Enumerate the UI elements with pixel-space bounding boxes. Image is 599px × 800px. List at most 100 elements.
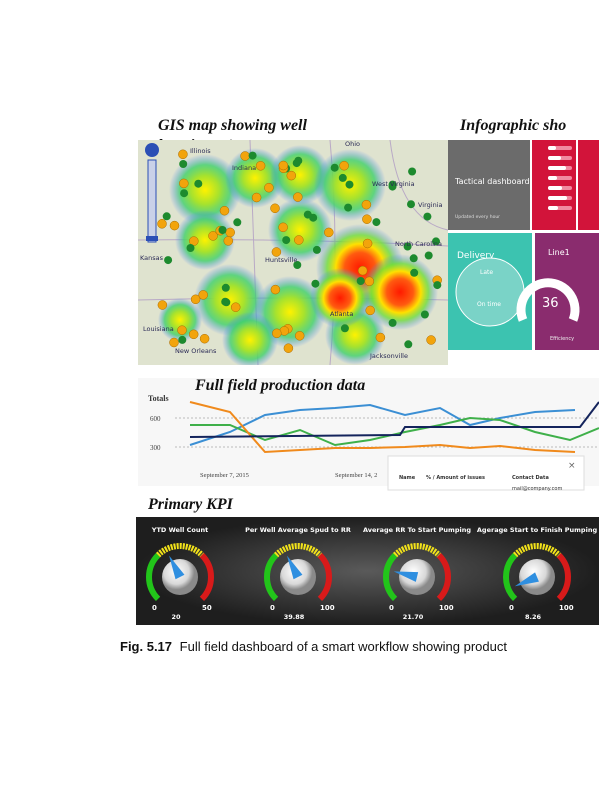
column-header: Contact Data (512, 475, 549, 481)
well-green (356, 277, 365, 285)
well-green (410, 268, 419, 277)
mini-bar (548, 146, 556, 150)
well-green (179, 160, 188, 168)
well-orange (278, 222, 288, 233)
y-tick-label: 300 (150, 444, 161, 452)
mini-bar (548, 176, 557, 180)
well-green (312, 245, 321, 254)
gauge-min: 0 (270, 604, 275, 612)
tile-title: Tactical dashboard (454, 177, 530, 186)
well-green (423, 212, 432, 221)
well-green (248, 151, 257, 160)
well-orange (365, 305, 375, 316)
well-orange (208, 231, 218, 241)
gauge-value: 20 (171, 613, 181, 621)
map-label: Huntsville (265, 256, 297, 264)
map-nav (145, 143, 159, 243)
well-orange (375, 332, 386, 343)
well-orange (324, 227, 334, 238)
map-label: Louisiana (143, 325, 174, 333)
well-green (282, 236, 291, 245)
well-orange (169, 220, 180, 231)
well-green (311, 279, 320, 288)
cell: mail@company.com (512, 486, 562, 492)
gauge-needle (393, 571, 419, 582)
gauge-green (503, 552, 518, 602)
well-orange (278, 160, 289, 171)
infographic: Tactical dashboard Updated every hour De… (448, 140, 599, 350)
gauge-green (383, 552, 398, 602)
gauge-red (199, 552, 214, 602)
well-orange (426, 335, 436, 345)
well-orange (240, 151, 250, 161)
tile-note: Updated every hour (455, 214, 500, 220)
gauge-min: 0 (509, 604, 514, 612)
well-orange (198, 290, 208, 300)
column-header: Name (399, 475, 416, 481)
well-orange (178, 149, 188, 160)
well-orange (189, 236, 199, 246)
well-orange (219, 205, 230, 216)
well-green (433, 281, 442, 290)
well-green (424, 251, 433, 260)
column-header: % / Amount of issues (426, 475, 485, 481)
map-label: Kansas (140, 254, 164, 262)
mini-bar (548, 206, 558, 210)
caption-label: Fig. 5.17 (120, 639, 172, 654)
heat-blob (362, 254, 438, 330)
gauge-max: 100 (439, 604, 454, 612)
x-tick-label: September 14, 2 (335, 472, 377, 479)
well-green (409, 254, 418, 263)
gauge-max: 50 (202, 604, 212, 612)
well-orange (294, 235, 304, 245)
well-green (408, 167, 417, 176)
well-green (340, 324, 349, 333)
well-orange (177, 325, 187, 335)
gauge-min: 0 (152, 604, 157, 612)
well-green (164, 256, 173, 265)
map-label: Virginia (418, 201, 443, 209)
gauge-green (264, 552, 279, 602)
well-green (338, 173, 347, 182)
gauge-max: 100 (320, 604, 335, 612)
well-orange (286, 170, 297, 181)
well-green (221, 297, 230, 306)
gauge-value: 21.70 (403, 613, 424, 621)
popup: × Name % / Amount of issues Contact Data… (387, 455, 585, 492)
well-orange (362, 238, 373, 249)
well-orange (283, 343, 294, 353)
popup-box (387, 455, 585, 491)
well-orange (230, 302, 241, 312)
well-green (330, 163, 339, 172)
well-green (186, 244, 195, 252)
tile (532, 140, 576, 230)
tile-label: Late (480, 269, 493, 276)
well-green (180, 189, 189, 198)
well-orange (270, 203, 280, 214)
well-orange (179, 178, 189, 189)
gauge-arc (516, 278, 580, 322)
heat-blob (268, 198, 332, 262)
heat-layer (158, 145, 438, 365)
mini-bar (548, 186, 562, 190)
map-label: Illinois (190, 147, 211, 155)
gauge-needle (286, 555, 303, 580)
well-green (221, 283, 230, 292)
heat-blob (225, 148, 285, 208)
well-green (293, 261, 302, 269)
well-green (403, 242, 412, 251)
gauge-red (436, 552, 451, 602)
gauge-red (317, 552, 332, 602)
gis-title-line: GIS map showing well (158, 117, 307, 134)
caption-text: Full field dashboard of a smart workflow… (180, 639, 508, 654)
well-orange (251, 192, 262, 203)
well-orange (272, 328, 282, 339)
y-tick-label: 600 (150, 415, 161, 423)
well-orange (199, 333, 210, 344)
well-orange (271, 247, 282, 257)
gauge-yellow (512, 543, 562, 558)
well-green (388, 182, 397, 191)
well-markers: Illinois Ohio Indiana West Virginia Virginia… (140, 140, 443, 360)
well-orange (270, 284, 281, 295)
close-button[interactable]: × (568, 461, 576, 471)
